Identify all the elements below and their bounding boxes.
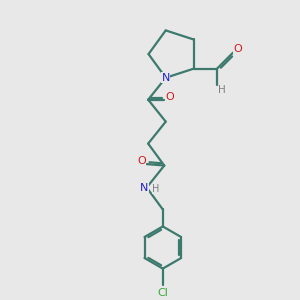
Text: O: O (165, 92, 174, 102)
Text: H: H (152, 184, 160, 194)
Text: Cl: Cl (158, 289, 168, 298)
Text: H: H (218, 85, 226, 95)
Text: O: O (137, 156, 146, 166)
Text: N: N (161, 73, 170, 83)
Text: N: N (140, 182, 148, 193)
Text: O: O (233, 44, 242, 54)
